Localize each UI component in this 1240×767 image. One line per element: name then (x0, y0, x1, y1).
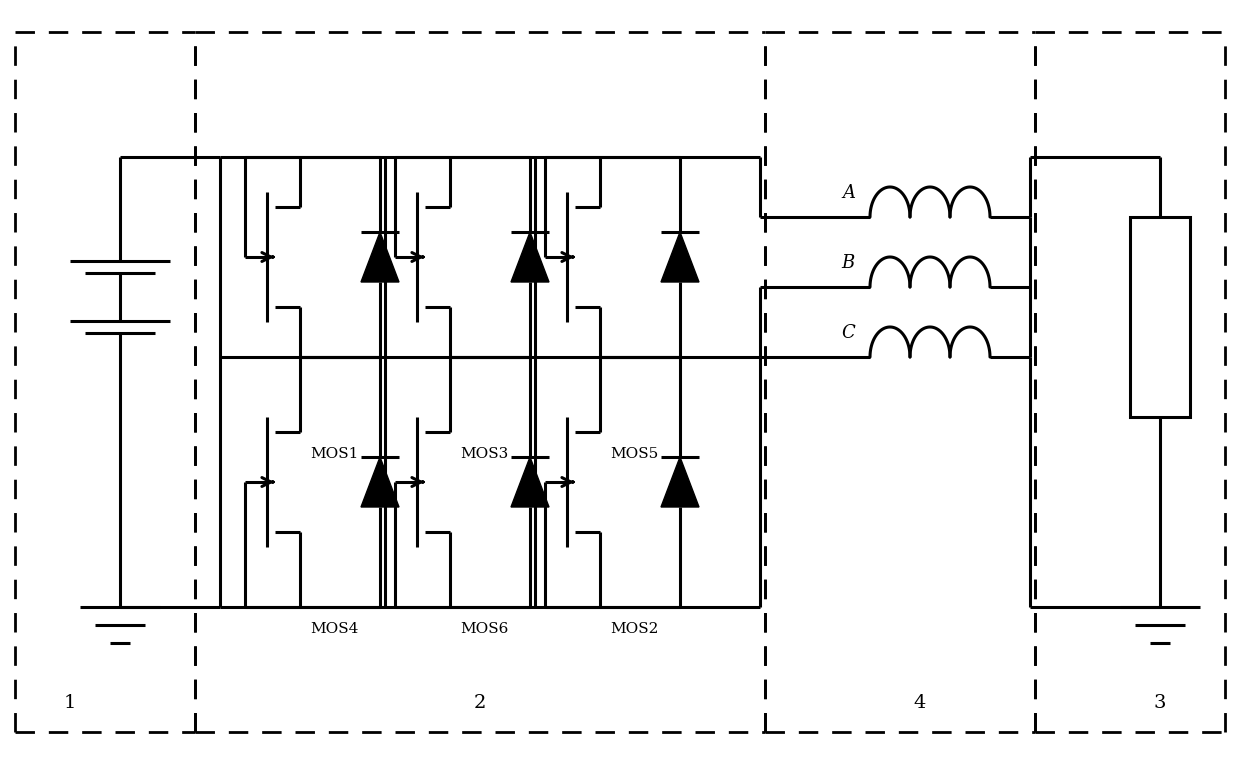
Text: MOS6: MOS6 (460, 622, 508, 636)
Polygon shape (511, 232, 549, 282)
Polygon shape (361, 457, 399, 507)
Text: 2: 2 (474, 694, 486, 712)
Polygon shape (661, 457, 699, 507)
Text: A: A (842, 184, 856, 202)
Text: 3: 3 (1153, 694, 1167, 712)
Polygon shape (661, 232, 699, 282)
Text: B: B (842, 254, 856, 272)
Text: MOS4: MOS4 (310, 622, 358, 636)
Text: MOS3: MOS3 (460, 447, 508, 461)
Text: 1: 1 (63, 694, 76, 712)
Text: 4: 4 (914, 694, 926, 712)
Bar (1130, 217, 1190, 417)
Text: MOS1: MOS1 (310, 447, 358, 461)
Text: MOS2: MOS2 (610, 622, 658, 636)
Text: MOS5: MOS5 (610, 447, 658, 461)
Text: C: C (841, 324, 856, 342)
Polygon shape (361, 232, 399, 282)
Polygon shape (511, 457, 549, 507)
